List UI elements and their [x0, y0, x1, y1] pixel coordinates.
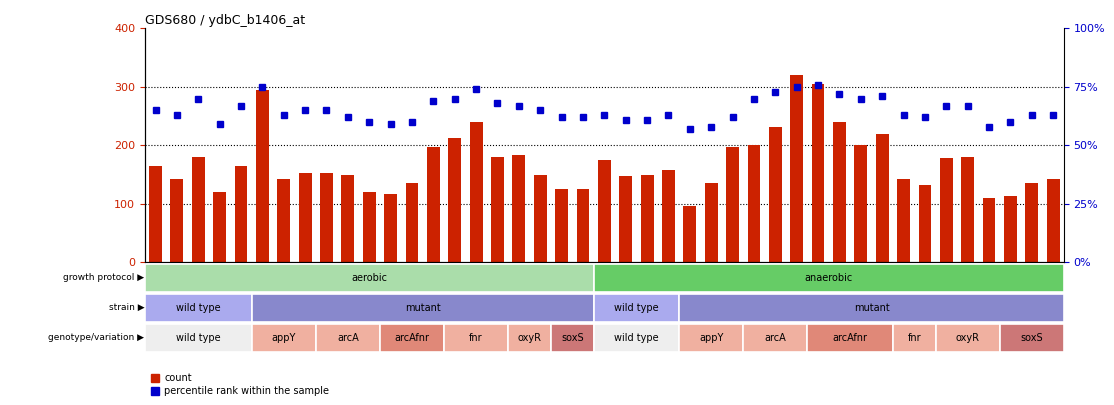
- Bar: [683, 206, 696, 262]
- Bar: [790, 75, 803, 262]
- Bar: [812, 84, 824, 262]
- Text: oxyR: oxyR: [956, 333, 979, 343]
- Bar: [577, 189, 589, 262]
- Bar: [876, 134, 889, 262]
- Bar: [384, 194, 397, 262]
- Bar: [743, 324, 808, 352]
- Bar: [192, 157, 205, 262]
- Bar: [897, 179, 910, 262]
- Bar: [1047, 179, 1059, 262]
- Text: anaerobic: anaerobic: [804, 273, 853, 283]
- Text: arcAfnr: arcAfnr: [832, 333, 868, 343]
- Bar: [619, 176, 632, 262]
- Text: aerobic: aerobic: [351, 273, 388, 283]
- Bar: [1004, 196, 1017, 262]
- Bar: [534, 175, 547, 262]
- Bar: [444, 324, 508, 352]
- Text: fnr: fnr: [469, 333, 482, 343]
- Bar: [598, 160, 610, 262]
- Bar: [893, 324, 936, 352]
- Text: arcA: arcA: [338, 333, 359, 343]
- Bar: [961, 157, 974, 262]
- Bar: [555, 189, 568, 262]
- Text: arcA: arcA: [764, 333, 786, 343]
- Bar: [342, 175, 354, 262]
- Bar: [405, 183, 419, 262]
- Bar: [320, 173, 333, 262]
- Bar: [256, 90, 268, 262]
- Bar: [491, 157, 504, 262]
- Bar: [315, 324, 380, 352]
- Text: appY: appY: [272, 333, 296, 343]
- Text: GDS680 / ydbC_b1406_at: GDS680 / ydbC_b1406_at: [145, 14, 305, 27]
- Text: wild type: wild type: [176, 333, 221, 343]
- Text: fnr: fnr: [908, 333, 921, 343]
- Text: appY: appY: [698, 333, 723, 343]
- Bar: [940, 158, 952, 262]
- Bar: [213, 192, 226, 262]
- Bar: [726, 147, 739, 262]
- Bar: [1025, 183, 1038, 262]
- Bar: [145, 264, 594, 292]
- Bar: [747, 145, 761, 262]
- Text: strain ▶: strain ▶: [109, 303, 145, 312]
- Bar: [277, 179, 290, 262]
- Bar: [551, 324, 594, 352]
- Bar: [705, 183, 717, 262]
- Text: oxyR: oxyR: [518, 333, 541, 343]
- Bar: [769, 127, 782, 262]
- Bar: [427, 147, 440, 262]
- Bar: [594, 294, 680, 322]
- Legend: count, percentile rank within the sample: count, percentile rank within the sample: [149, 373, 330, 396]
- Bar: [854, 145, 867, 262]
- Bar: [512, 156, 526, 262]
- Bar: [594, 324, 680, 352]
- Bar: [508, 324, 551, 352]
- Bar: [833, 122, 846, 262]
- Text: soxS: soxS: [561, 333, 584, 343]
- Bar: [470, 122, 482, 262]
- Bar: [299, 173, 312, 262]
- Bar: [594, 264, 1064, 292]
- Text: genotype/variation ▶: genotype/variation ▶: [48, 333, 145, 342]
- Text: mutant: mutant: [404, 303, 440, 313]
- Text: wild type: wild type: [176, 303, 221, 313]
- Bar: [999, 324, 1064, 352]
- Bar: [252, 294, 594, 322]
- Bar: [919, 185, 931, 262]
- Bar: [149, 166, 162, 262]
- Bar: [808, 324, 893, 352]
- Bar: [936, 324, 999, 352]
- Text: growth protocol ▶: growth protocol ▶: [63, 273, 145, 282]
- Bar: [662, 170, 675, 262]
- Bar: [145, 294, 252, 322]
- Bar: [235, 166, 247, 262]
- Bar: [983, 198, 996, 262]
- Bar: [448, 138, 461, 262]
- Text: wild type: wild type: [614, 333, 658, 343]
- Bar: [680, 324, 743, 352]
- Bar: [380, 324, 444, 352]
- Bar: [363, 192, 375, 262]
- Bar: [252, 324, 315, 352]
- Bar: [641, 175, 654, 262]
- Bar: [680, 294, 1064, 322]
- Text: wild type: wild type: [614, 303, 658, 313]
- Bar: [145, 324, 252, 352]
- Text: mutant: mutant: [853, 303, 889, 313]
- Bar: [170, 179, 184, 262]
- Text: arcAfnr: arcAfnr: [394, 333, 430, 343]
- Text: soxS: soxS: [1020, 333, 1043, 343]
